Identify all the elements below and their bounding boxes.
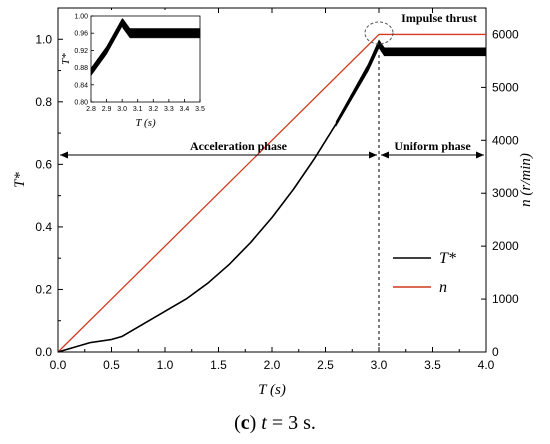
x-axis-title: T (s) bbox=[258, 382, 286, 398]
inset-x-tick-label: 3.1 bbox=[133, 106, 143, 113]
x-tick-label: 3.0 bbox=[371, 358, 388, 372]
inset-frame bbox=[90, 15, 201, 103]
impulse-thrust-label: Impulse thrust bbox=[401, 11, 477, 25]
legend-label-n: n bbox=[439, 279, 447, 296]
y-right-tick-label: 2000 bbox=[492, 239, 519, 253]
y-left-tick-label: 1.0 bbox=[35, 32, 52, 46]
uniform-arrowhead-right bbox=[476, 151, 484, 159]
inset-y-tick-label: 1.00 bbox=[74, 14, 88, 21]
y-left-tick-label: 0.0 bbox=[35, 345, 52, 359]
y-right-tick-label: 3000 bbox=[492, 186, 519, 200]
inset-y-axis-title: T* bbox=[60, 53, 72, 65]
acceleration-phase-label: Acceleration phase bbox=[190, 139, 288, 153]
y-right-tick-label: 6000 bbox=[492, 27, 519, 41]
y-left-tick-label: 0.6 bbox=[35, 157, 52, 171]
uniform-arrowhead-left bbox=[381, 151, 389, 159]
x-tick-label: 2.5 bbox=[317, 358, 334, 372]
x-tick-label: 2.0 bbox=[264, 358, 281, 372]
y-left-axis-title: T* bbox=[12, 172, 28, 188]
caption-text-after: = 3 s. bbox=[266, 412, 316, 434]
inset-plot: 2.8 2.9 3.0 3.1 3.2 3.3 3.4 3.5 0.80 0.84 0.88 0.92… bbox=[60, 10, 208, 132]
legend-label-tstar: T* bbox=[439, 250, 456, 267]
inset-y-tick-label: 0.88 bbox=[74, 65, 88, 72]
inset-x-axis-title: T (s) bbox=[135, 117, 156, 129]
x-tick-label: 4.0 bbox=[478, 358, 495, 372]
impulse-thrust-marker bbox=[364, 21, 394, 45]
y-right-axis-title: n (r/min) bbox=[518, 153, 534, 207]
inset-x-tick-label: 3.4 bbox=[180, 106, 190, 113]
y-right-tick-label: 4000 bbox=[492, 133, 519, 147]
inset-x-tick-label: 3.3 bbox=[164, 106, 174, 113]
series-n-line bbox=[57, 33, 486, 353]
inset-x-tick-label: 2.8 bbox=[86, 106, 96, 113]
y-left-tick-label: 0.8 bbox=[35, 95, 52, 109]
caption-variable: t bbox=[261, 412, 267, 434]
figure-caption: (c) t = 3 s. bbox=[234, 412, 316, 434]
inset-x-tick-label: 3.5 bbox=[195, 106, 205, 113]
x-tick-label: 0.0 bbox=[50, 358, 67, 372]
uniform-phase-label: Uniform phase bbox=[394, 139, 471, 153]
series-tstar-band bbox=[335, 39, 487, 128]
inset-y-tick-label: 0.96 bbox=[74, 31, 88, 38]
inset-x-tick-label: 3.0 bbox=[117, 106, 127, 113]
x-tick-label: 1.0 bbox=[157, 358, 174, 372]
y-left-tick-label: 0.4 bbox=[35, 220, 52, 234]
x-tick-label: 1.5 bbox=[210, 358, 227, 372]
series-tstar-line bbox=[57, 123, 337, 353]
inset-y-tick-label: 0.80 bbox=[74, 100, 88, 107]
main-plot: 0.0 0.5 1.0 1.5 2.0 2.5 3.0 3.5 4.0 0.0 0.2 0.4 0.6 0… bbox=[12, 7, 534, 398]
inset-x-tick-label: 3.2 bbox=[148, 106, 158, 113]
y-right-tick-label: 0 bbox=[492, 345, 499, 359]
y-left-tick-label: 0.2 bbox=[35, 282, 52, 296]
inset-y-tick-label: 0.84 bbox=[74, 82, 88, 89]
acceleration-arrowhead-right bbox=[369, 151, 377, 159]
y-right-tick-label: 5000 bbox=[492, 80, 519, 94]
inset-y-tick-label: 0.92 bbox=[74, 48, 88, 55]
inset-x-tick-label: 2.9 bbox=[102, 106, 112, 113]
inset-series-tstar bbox=[90, 18, 201, 77]
x-tick-label: 0.5 bbox=[103, 358, 120, 372]
caption-label: c bbox=[240, 412, 250, 434]
y-right-tick-label: 1000 bbox=[492, 292, 519, 306]
x-tick-label: 3.5 bbox=[424, 358, 441, 372]
acceleration-arrowhead-left bbox=[60, 151, 68, 159]
